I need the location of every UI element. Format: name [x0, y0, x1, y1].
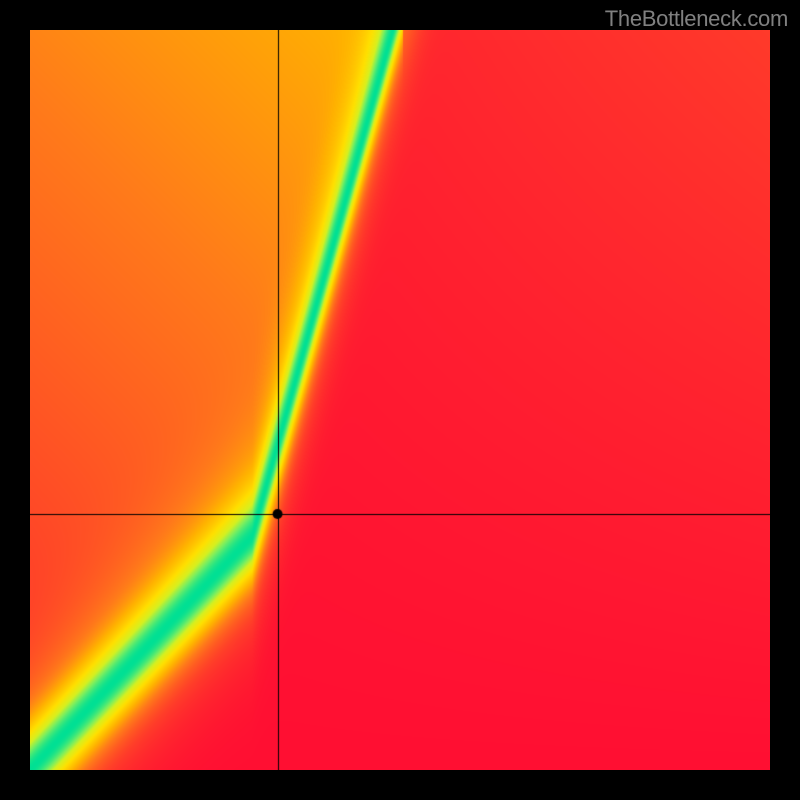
- watermark-text: TheBottleneck.com: [605, 6, 788, 32]
- bottleneck-heatmap: [30, 30, 770, 770]
- chart-container: TheBottleneck.com: [0, 0, 800, 800]
